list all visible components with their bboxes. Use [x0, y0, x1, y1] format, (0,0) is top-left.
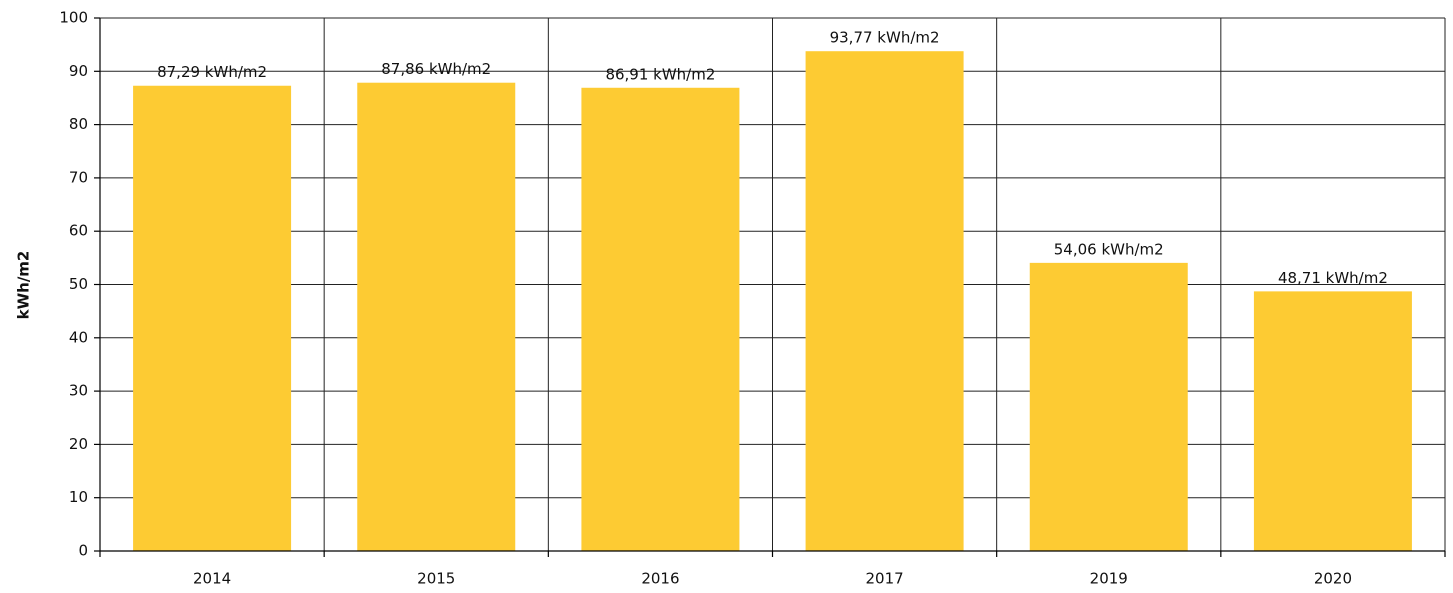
y-tick-label: 10 [69, 488, 88, 506]
x-tick-label: 2019 [1090, 570, 1128, 588]
x-tick-label: 2016 [641, 570, 679, 588]
x-tick-label: 2020 [1314, 570, 1352, 588]
y-tick-label: 60 [69, 222, 88, 240]
y-axis-label: kWh/m2 [15, 251, 33, 320]
bar [1253, 291, 1412, 551]
x-tick-label: 2014 [193, 570, 231, 588]
bar [357, 82, 516, 551]
bar [805, 51, 964, 551]
y-tick-label: 30 [69, 382, 88, 400]
value-label: 48,71 kWh/m2 [1278, 269, 1388, 287]
bar [581, 87, 740, 551]
value-label: 93,77 kWh/m2 [830, 29, 940, 47]
bar [133, 85, 292, 552]
y-tick-label: 50 [69, 275, 88, 293]
y-tick-label: 80 [69, 115, 88, 133]
value-label: 87,86 kWh/m2 [381, 60, 491, 78]
y-tick-label: 40 [69, 328, 88, 346]
y-tick-label: 100 [59, 9, 88, 27]
x-tick-label: 2015 [417, 570, 455, 588]
y-tick-label: 70 [69, 168, 88, 186]
value-label: 86,91 kWh/m2 [605, 65, 715, 83]
x-tick-label: 2017 [865, 570, 903, 588]
y-tick-label: 90 [69, 62, 88, 80]
value-label: 87,29 kWh/m2 [157, 63, 267, 81]
value-label: 54,06 kWh/m2 [1054, 240, 1164, 258]
bar [1029, 262, 1188, 551]
y-tick-label: 20 [69, 435, 88, 453]
y-tick-label: 0 [78, 542, 88, 560]
